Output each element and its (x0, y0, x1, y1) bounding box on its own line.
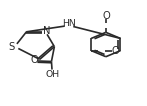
Text: N: N (42, 26, 50, 36)
Text: HN: HN (62, 19, 76, 28)
Text: O: O (102, 11, 110, 21)
Text: S: S (8, 42, 14, 52)
Text: OH: OH (46, 70, 60, 79)
Text: O: O (31, 55, 39, 65)
Text: O: O (112, 46, 119, 56)
